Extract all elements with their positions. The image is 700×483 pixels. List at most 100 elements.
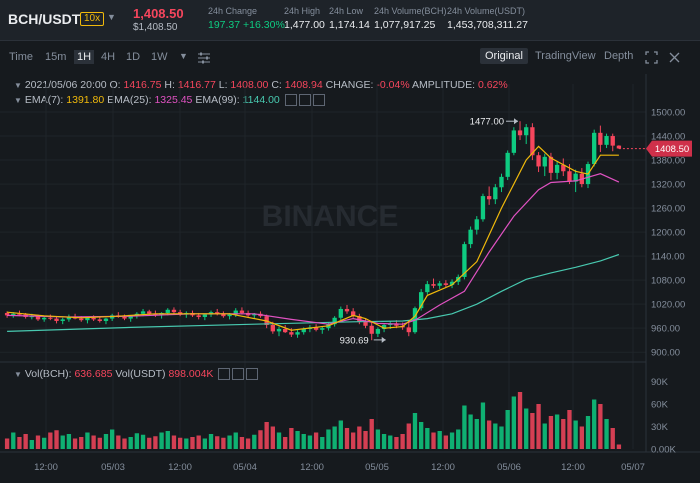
volume-bar <box>215 436 220 449</box>
chevron-down-icon[interactable]: ▼ <box>179 51 188 61</box>
candle-body <box>221 313 226 317</box>
candle-body <box>524 127 529 136</box>
volume-bar <box>462 405 467 449</box>
volume-bar <box>493 423 498 449</box>
collapse-icon[interactable]: ▼ <box>14 370 22 379</box>
candle-body <box>412 308 418 333</box>
candle-body <box>17 313 22 315</box>
candle-body <box>109 315 115 319</box>
candle-body <box>307 327 313 329</box>
settings-sliders-icon[interactable] <box>197 52 211 64</box>
view-tradingview[interactable]: TradingView <box>535 50 596 62</box>
candle-body <box>276 328 282 332</box>
candle-body <box>91 317 96 320</box>
candle-body <box>425 284 430 293</box>
interval-time[interactable]: Time <box>9 51 34 63</box>
ema99-line <box>7 253 620 332</box>
interval-1h[interactable]: 1H <box>74 50 95 64</box>
interval-4h[interactable]: 4H <box>101 51 116 63</box>
candle-body <box>548 156 554 173</box>
candle-body <box>567 171 572 182</box>
candle-body <box>215 312 220 314</box>
candle-body <box>598 132 603 145</box>
volume-bar <box>431 432 436 449</box>
fullscreen-icon[interactable] <box>645 51 658 64</box>
collapse-icon[interactable]: ▼ <box>14 81 22 90</box>
close-icon[interactable] <box>312 94 325 107</box>
volume-bar <box>91 435 96 449</box>
volume-bar <box>227 435 232 449</box>
ema25-value: 1325.45 <box>154 94 193 106</box>
candle-body <box>369 325 374 334</box>
interval-1d[interactable]: 1D <box>126 51 141 63</box>
chart-toolbar: Time 15m 1H 4H 1D 1W ▼ Original TradingV… <box>0 45 700 71</box>
x-tick-label: 05/06 <box>497 462 521 473</box>
current-price-tag <box>646 140 692 157</box>
candle-body <box>443 283 449 285</box>
candle-body <box>171 309 177 313</box>
candle-body <box>79 318 84 321</box>
pair-selector[interactable]: BCH/USDT <box>8 11 81 27</box>
candle-body <box>270 324 275 332</box>
candle-body <box>134 313 140 317</box>
eye-icon[interactable] <box>284 94 297 107</box>
x-tick-label: 12:00 <box>34 462 58 473</box>
candle-body <box>140 311 146 314</box>
ema25-line <box>7 173 620 325</box>
low-value: 1408.00 <box>230 79 269 91</box>
interval-1w[interactable]: 1W <box>151 51 168 63</box>
candle-body <box>418 292 424 309</box>
volume-bar <box>313 432 319 449</box>
candle-body <box>530 127 535 156</box>
close-icon[interactable] <box>246 368 259 381</box>
candle-body <box>462 244 467 277</box>
candle-body <box>202 314 208 317</box>
volume-bar <box>4 438 10 449</box>
view-original[interactable]: Original <box>480 48 528 64</box>
volume-bar <box>486 420 492 449</box>
candle-body <box>283 328 288 333</box>
volume-bar <box>42 437 47 449</box>
candle-body <box>517 130 523 136</box>
volume-bar <box>530 413 535 449</box>
low-annotation: 930.69 <box>340 335 369 346</box>
candle-body <box>159 312 164 316</box>
volume-bar <box>233 432 238 449</box>
volume-bar <box>394 437 399 449</box>
volume-bar <box>72 438 78 449</box>
candle-body <box>35 316 41 320</box>
volume-bar <box>456 429 461 449</box>
leverage-badge[interactable]: 10x <box>80 12 105 26</box>
candle-body <box>554 164 560 173</box>
candle-body <box>585 164 591 185</box>
candle-body <box>177 312 183 315</box>
volume-bar <box>276 432 282 449</box>
candle-body <box>505 152 510 177</box>
settings-icon[interactable] <box>298 94 311 107</box>
volume-bar <box>357 426 362 449</box>
volume-bar <box>85 432 90 449</box>
x-tick-label: 12:00 <box>168 462 192 473</box>
interval-15m[interactable]: 15m <box>45 51 67 63</box>
candle-body <box>579 173 584 185</box>
candle-body <box>116 315 121 317</box>
chevron-down-icon[interactable]: ▼ <box>107 12 116 22</box>
close-icon[interactable] <box>669 52 680 63</box>
eye-icon[interactable] <box>218 368 231 381</box>
candle-body <box>486 196 492 200</box>
stat-24h-volume-usdt: 24h Volume(USDT) 1,453,708,311.27 <box>447 6 528 31</box>
x-tick-label: 12:00 <box>561 462 585 473</box>
settings-icon[interactable] <box>232 368 245 381</box>
y-tick-label: 960.00 <box>651 324 680 335</box>
volume-bar <box>184 438 189 449</box>
volume-bar <box>270 426 275 449</box>
volume-bar <box>579 426 584 449</box>
candle-body <box>493 187 498 200</box>
volume-bar <box>437 431 442 449</box>
usd-price: $1,408.50 <box>133 22 178 33</box>
view-depth[interactable]: Depth <box>604 50 634 62</box>
collapse-icon[interactable]: ▼ <box>14 96 22 105</box>
candle-body <box>313 327 319 330</box>
y-tick-label: 1140.00 <box>651 252 685 263</box>
